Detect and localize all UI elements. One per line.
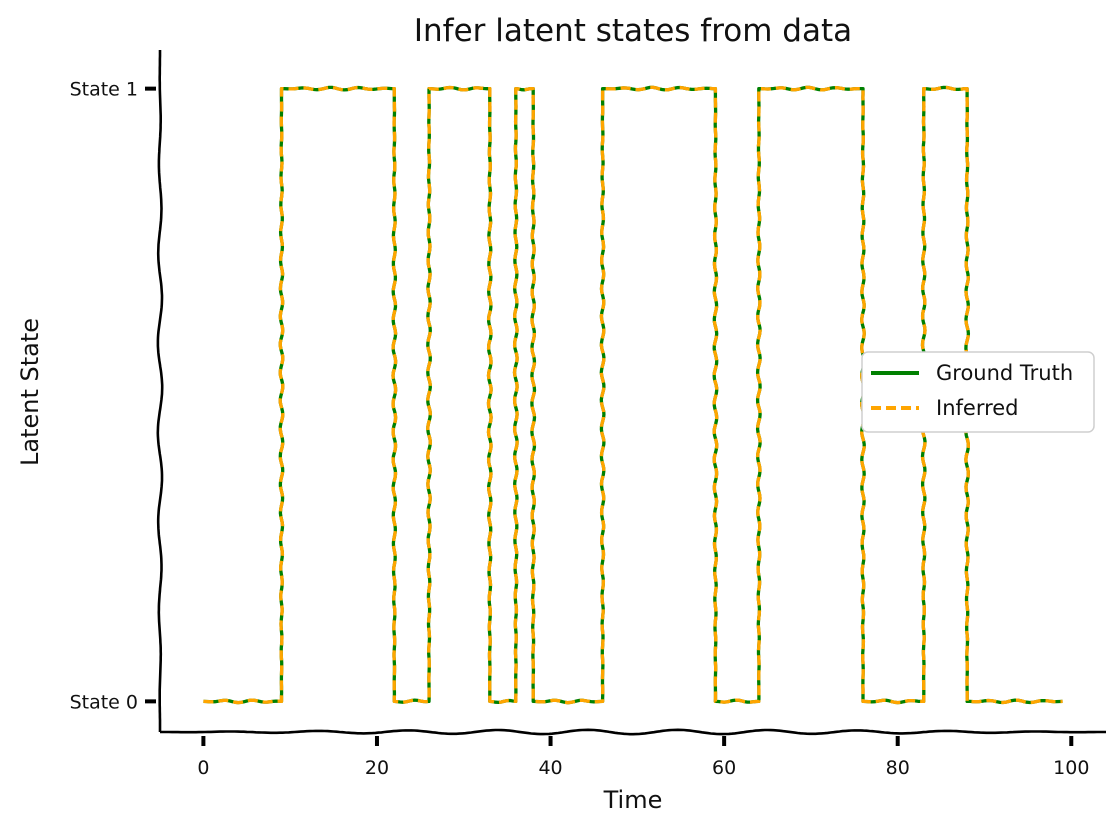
legend-label-inferred: Inferred [936,396,1019,420]
x-tick-label: 100 [1053,757,1089,779]
series-layer [203,85,1063,705]
x-tick-label: 80 [886,757,910,779]
legend: Ground Truth Inferred [861,351,1095,433]
y-axis-spine [156,50,164,732]
x-tick-label: 0 [197,757,209,779]
x-tick-label: 60 [712,757,736,779]
legend-label-ground-truth: Ground Truth [936,361,1073,385]
x-tick-label: 40 [538,757,562,779]
x-tick-label: 20 [365,757,389,779]
legend-frame [861,351,1095,433]
chart-title: Infer latent states from data [414,13,852,49]
y-tick-label: State 1 [70,79,138,101]
x-axis-spine [160,728,1106,736]
series-line-inferred [203,85,1063,705]
axes-layer: 0 20 40 60 80 100 State 0 State 1 [70,50,1106,779]
y-axis-label: Latent State [16,318,44,466]
x-axis-label: Time [603,786,663,814]
y-tick-label: State 0 [70,691,138,713]
